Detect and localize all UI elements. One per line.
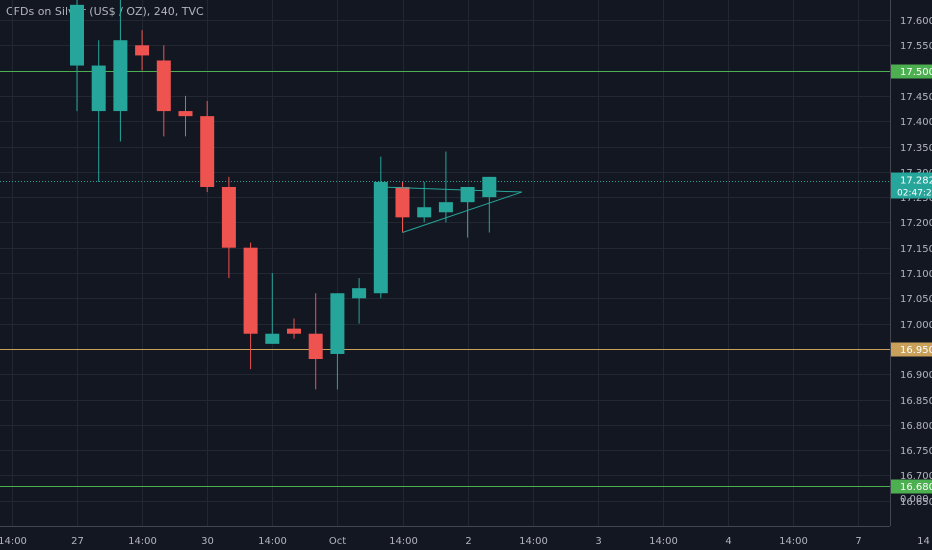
level-price-label: 16.680 <box>900 482 932 493</box>
x-tick-label: 14:00 <box>649 536 678 547</box>
x-tick-label: 27 <box>71 536 84 547</box>
y-tick-label: 16.900 <box>900 370 932 381</box>
y-tick-label: 16.750 <box>900 446 932 457</box>
y-tick-label: 17.100 <box>900 269 932 280</box>
y-tick-label: 17.400 <box>900 117 932 128</box>
y-tick-label: 16.700 <box>900 471 932 482</box>
x-tick-label: 14:00 <box>779 536 808 547</box>
candle-body <box>135 45 150 56</box>
candle-body <box>91 65 106 112</box>
y-tick-label: 16.850 <box>900 396 932 407</box>
y-tick-label: 17.350 <box>900 143 932 154</box>
triangle-line[interactable] <box>402 191 523 233</box>
x-tick-label: 4 <box>725 536 731 547</box>
current-price-tag <box>891 172 932 199</box>
x-tick-label: 2 <box>465 536 471 547</box>
x-tick-label: 14:00 <box>258 536 287 547</box>
triangle-line[interactable] <box>380 186 522 193</box>
price-labels: 17.500 16.950 16.680 17.282 02:47:22 <box>891 64 932 494</box>
grid <box>0 0 924 526</box>
candle-body <box>417 207 432 218</box>
candle-body <box>438 202 453 213</box>
y-tick-label: 17.550 <box>900 41 932 52</box>
time-axis-bg[interactable] <box>0 526 932 550</box>
candle-body <box>113 40 128 112</box>
y-tick-label: 16.650 <box>900 497 932 508</box>
x-tick-label: 14 <box>917 536 930 547</box>
candle-body <box>156 60 171 112</box>
candle-body <box>373 181 388 294</box>
candle-body <box>200 116 215 187</box>
horizontal-lines <box>0 71 890 487</box>
candle-body <box>352 288 367 299</box>
y-tick-label: 17.000 <box>900 320 932 331</box>
x-tick-label: 7 <box>855 536 861 547</box>
level-price-tag <box>891 64 932 79</box>
x-tick-label: 14:00 <box>519 536 548 547</box>
countdown-label: 02:47:22 <box>897 189 932 199</box>
x-tick-label: 14:00 <box>0 536 27 547</box>
candles <box>70 0 497 390</box>
y-tick-label: 17.450 <box>900 92 932 103</box>
level-price-tag <box>891 342 932 357</box>
candle-body <box>482 176 497 198</box>
candle-body <box>287 328 301 334</box>
candle-body <box>395 186 410 218</box>
y-tick-label: 17.050 <box>900 294 932 305</box>
price-axis-bg[interactable] <box>890 0 932 526</box>
candle-body <box>308 333 323 360</box>
level-price-tag <box>891 479 932 494</box>
time-axis-ticks: 14:00 27 14:00 30 14:00 Oct 14:00 2 14:00 3 14:00 4… <box>0 536 930 547</box>
x-tick-label: 14:00 <box>128 536 157 547</box>
candle-body <box>221 186 236 248</box>
candle-body <box>243 247 258 334</box>
level-price-label: 16.950 <box>900 345 932 356</box>
candle-body <box>178 111 193 117</box>
triangle-pattern <box>380 186 523 233</box>
candle-body <box>265 333 280 344</box>
x-tick-label: Oct <box>329 536 346 547</box>
x-tick-label: 14:00 <box>389 536 418 547</box>
y-tick-label: 0.000 <box>900 494 929 505</box>
y-tick-label: 16.800 <box>900 421 932 432</box>
y-tick-label: 17.150 <box>900 244 932 255</box>
candle-body <box>70 4 84 66</box>
level-price-label: 17.500 <box>900 67 932 78</box>
x-tick-label: 30 <box>201 536 214 547</box>
x-tick-label: 3 <box>595 536 601 547</box>
chart-title: CFDs on Silver (US$ / OZ), 240, TVC <box>6 5 204 18</box>
candle-body <box>330 293 345 354</box>
y-tick-label: 17.600 <box>900 16 932 27</box>
candle-body <box>460 186 475 203</box>
y-tick-label: 17.200 <box>900 218 932 229</box>
current-price-label: 17.282 <box>900 176 932 187</box>
